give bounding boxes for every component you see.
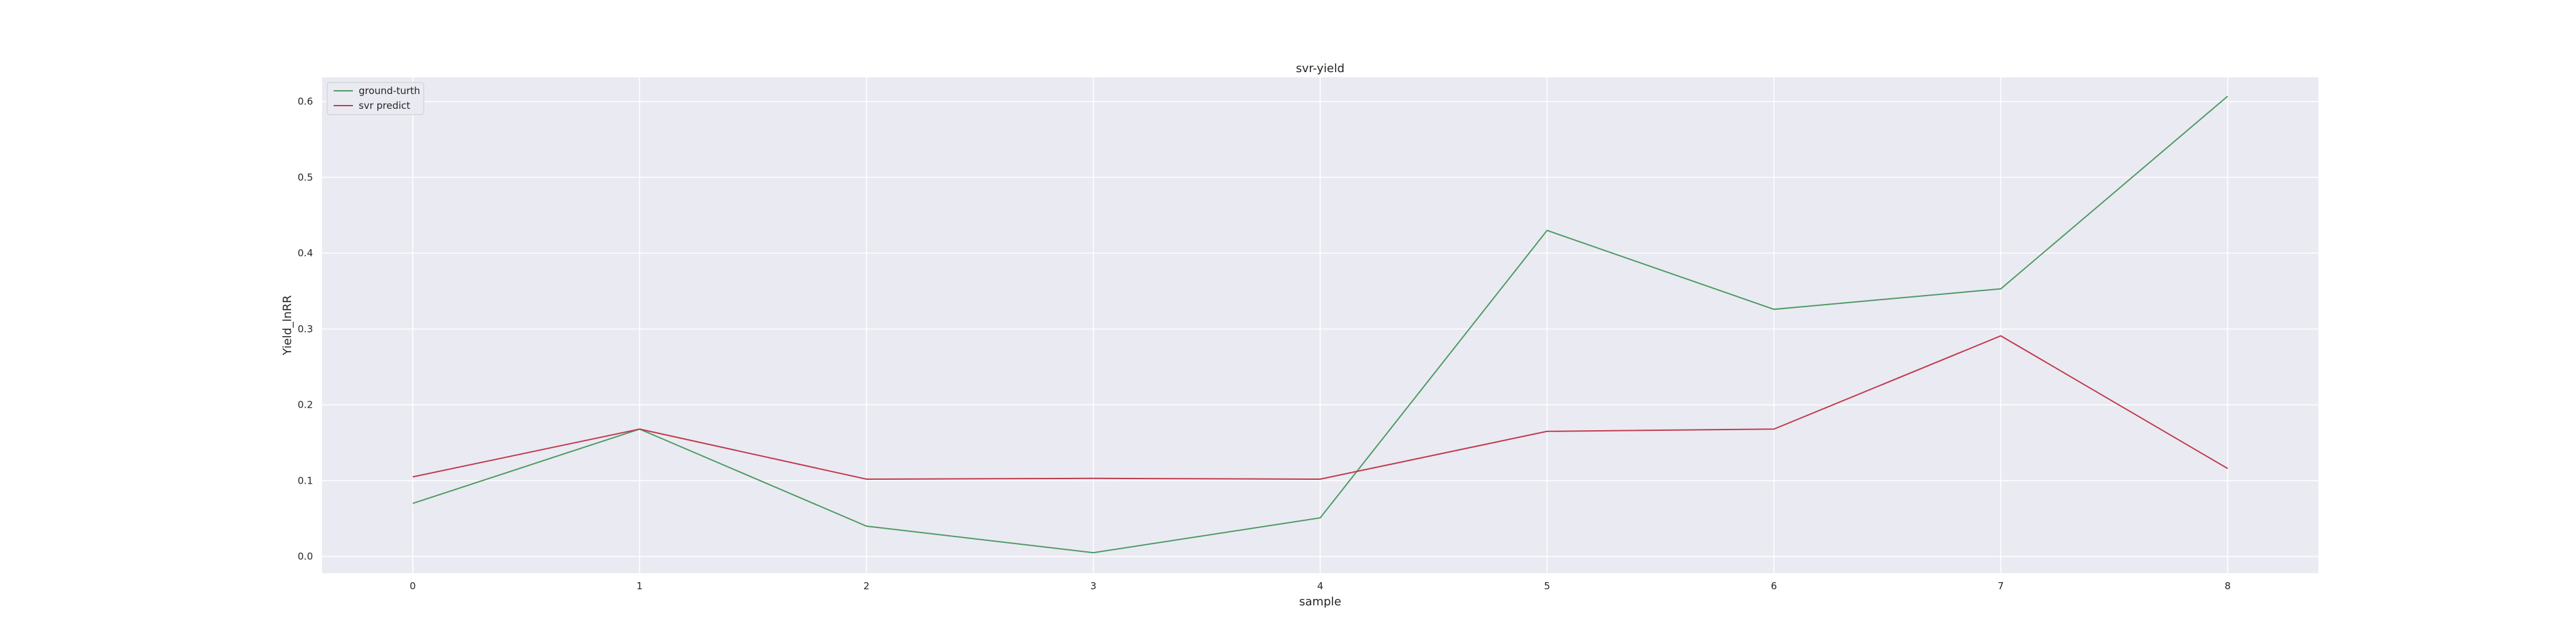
series-layer — [412, 95, 2228, 554]
y-tick-label: 0.1 — [298, 475, 313, 486]
x-tick-label: 8 — [2224, 580, 2231, 592]
legend: ground-turth svr predict — [327, 82, 424, 115]
x-tick-label: 7 — [1998, 580, 2004, 592]
legend-label-ground-turth: ground-turth — [359, 85, 420, 97]
legend-label-svr-predict: svr predict — [359, 100, 410, 111]
x-tick-label: 4 — [1317, 580, 1323, 592]
y-tick-label: 0.0 — [298, 551, 313, 562]
x-axis-title: sample — [1299, 595, 1341, 609]
x-tick-label: 5 — [1544, 580, 1550, 592]
x-tick-label: 6 — [1771, 580, 1777, 592]
x-tick-label: 0 — [410, 580, 416, 592]
y-tick-label: 0.2 — [298, 399, 313, 411]
series-line-svr-predict — [412, 335, 2228, 480]
tick-labels: 0 1 2 3 4 5 6 7 8 0.0 0.1 0.2 0.3 0.4 0.5 0.6 — [298, 96, 2231, 592]
series-line-ground-turth — [412, 95, 2228, 554]
y-tick-label: 0.3 — [298, 323, 313, 335]
y-tick-label: 0.5 — [298, 171, 313, 183]
y-axis-title: Yield_lnRR — [281, 295, 294, 355]
x-tick-label: 2 — [864, 580, 870, 592]
grid — [322, 77, 2318, 573]
x-tick-label: 1 — [636, 580, 643, 592]
x-tick-label: 3 — [1090, 580, 1097, 592]
y-tick-label: 0.6 — [298, 96, 313, 108]
chart-title: svr-yield — [1296, 62, 1345, 75]
y-tick-label: 0.4 — [298, 247, 313, 259]
